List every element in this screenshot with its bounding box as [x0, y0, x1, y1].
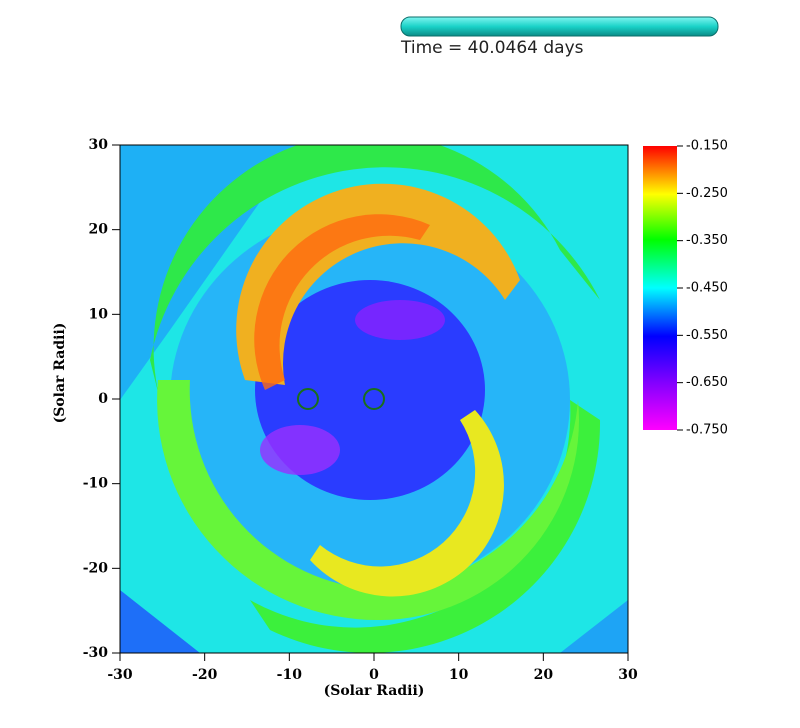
y-tick-label: -10 — [83, 476, 109, 492]
x-tick-label: 0 — [369, 667, 379, 683]
x-tick-label: 10 — [449, 667, 469, 683]
y-tick-label: 20 — [89, 222, 109, 238]
star-marker — [296, 388, 319, 410]
colorbar-tick-label: -0.550 — [686, 328, 728, 343]
x-tick-label: 30 — [618, 667, 638, 683]
x-axis-label: (Solar Radii) — [324, 683, 425, 699]
colorbar-tick-label: -0.450 — [686, 281, 728, 296]
colorbar-tick-label: -0.750 — [686, 423, 728, 438]
x-tick-label: -20 — [192, 667, 218, 683]
star-marker — [363, 388, 385, 410]
x-tick-label: -10 — [277, 667, 303, 683]
y-axis-label: (Solar Radii) — [52, 323, 68, 424]
colorbar-tick-label: -0.250 — [686, 186, 728, 201]
y-tick-label: 30 — [89, 137, 109, 153]
y-tick-label: -20 — [83, 560, 109, 576]
colorbar — [643, 146, 677, 430]
x-tick-label: -30 — [107, 667, 133, 683]
x-tick-label: 20 — [534, 667, 554, 683]
y-tick-label: 10 — [89, 306, 109, 322]
colorbar-tick-label: -0.350 — [686, 233, 728, 248]
progress-bar — [400, 16, 719, 37]
colorbar-tick-label: -0.150 — [686, 139, 728, 154]
y-tick-label: -30 — [83, 645, 109, 661]
time-label: Time = 40.0464 days — [400, 38, 584, 58]
colorbar-tick-label: -0.650 — [686, 375, 728, 390]
field-image — [120, 145, 628, 653]
y-tick-label: 0 — [98, 391, 108, 407]
